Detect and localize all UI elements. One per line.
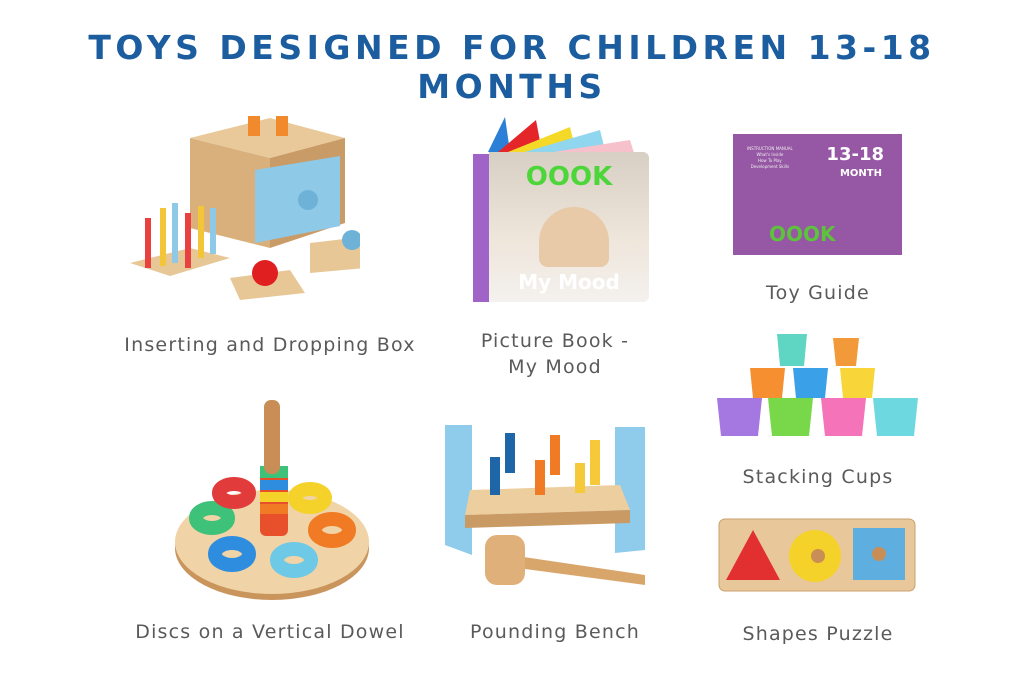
caption-inserting-box: Inserting and Dropping Box: [124, 334, 416, 356]
guide-menu-item: Development Skills: [750, 164, 790, 169]
discs-dowel-image: [172, 398, 372, 603]
guide-heading: 13-18: [826, 144, 884, 165]
inserting-box-image: [130, 108, 360, 303]
caption-line: Picture Book -: [480, 330, 630, 352]
page-title: TOYS DESIGNED FOR CHILDREN 13-18 MONTHS: [88, 28, 936, 106]
picture-book-image: OOOK My Mood: [470, 112, 655, 302]
book-cover: OOOK My Mood: [489, 152, 649, 302]
caption-toy-guide: Toy Guide: [766, 282, 870, 304]
guide-sub: MONTH: [839, 168, 882, 179]
caption-line: My Mood: [508, 356, 602, 378]
stacking-cups-image: [715, 332, 920, 442]
guide-menu-item: INSTRUCTION MANUAL: [747, 146, 793, 151]
guide-brand: OOOK: [769, 222, 836, 246]
guide-menu: INSTRUCTION MANUAL What's Inside How To …: [747, 146, 793, 170]
guide-menu-item: What's Inside: [756, 152, 784, 157]
caption-picture-book: Picture Book - My Mood: [430, 328, 680, 380]
caption-discs-dowel: Discs on a Vertical Dowel: [135, 621, 405, 643]
caption-shapes-puzzle: Shapes Puzzle: [742, 623, 894, 645]
book-title: My Mood: [518, 270, 620, 294]
book-spine: [473, 154, 489, 302]
shapes-puzzle-image: [718, 518, 916, 592]
guide-menu-item: How To Play: [757, 158, 782, 163]
toy-guide-image: INSTRUCTION MANUAL What's Inside How To …: [733, 134, 902, 255]
book-brand: OOOK: [525, 162, 613, 192]
caption-stacking-cups: Stacking Cups: [742, 466, 894, 488]
child-photo: [539, 207, 609, 267]
caption-pounding-bench: Pounding Bench: [469, 621, 641, 643]
pounding-bench-image: [440, 405, 655, 600]
